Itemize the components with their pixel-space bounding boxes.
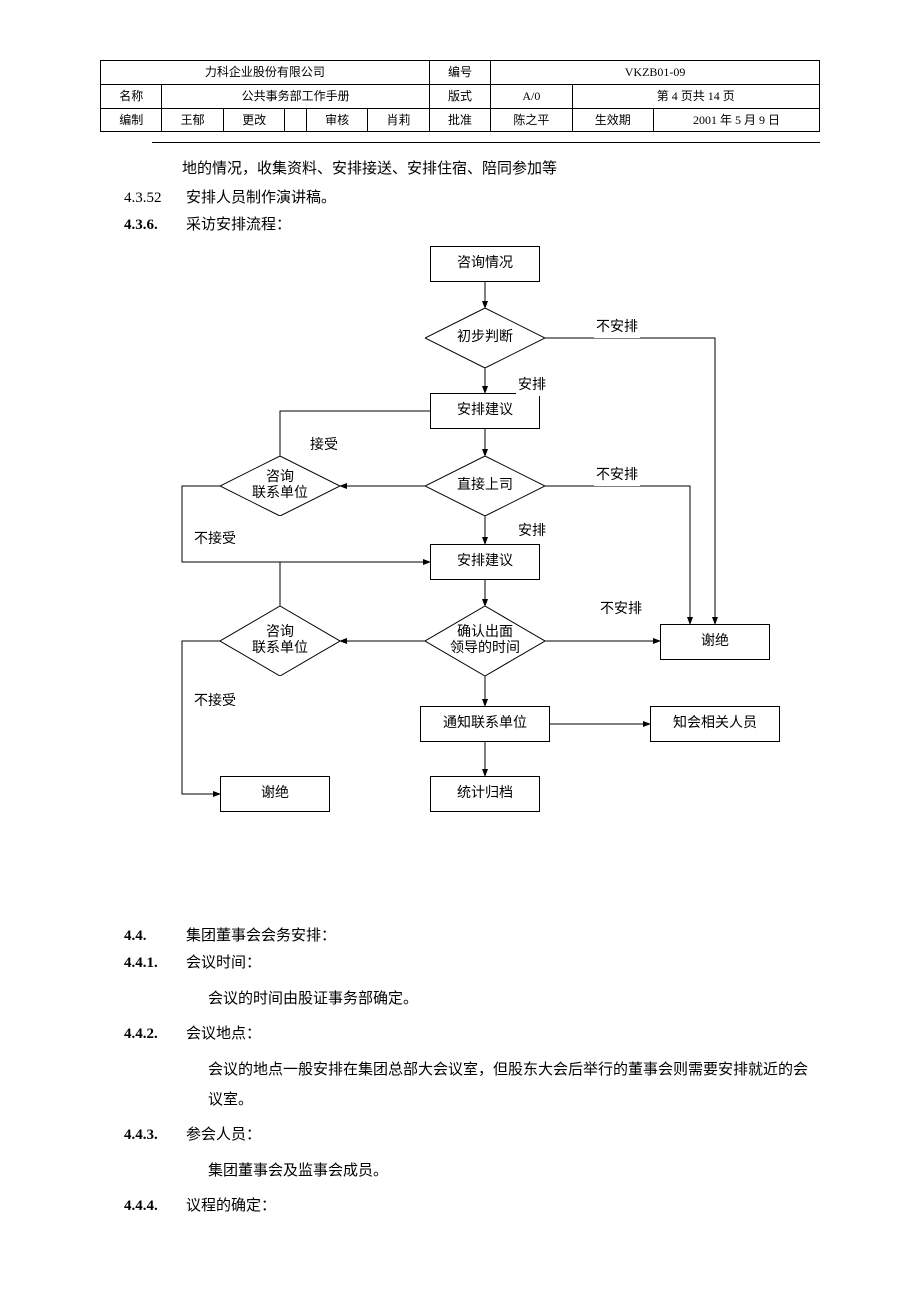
flow-node-n13: 知会相关人员 [650, 706, 780, 742]
section-436: 4.3.6. 采访安排流程： [124, 215, 820, 236]
flow-node-n9: 咨询 联系单位 [220, 456, 340, 516]
section-441-num: 4.4.1. [124, 953, 174, 974]
section-443: 4.4.3. 参会人员： [124, 1125, 820, 1146]
section-443-num: 4.4.3. [124, 1125, 174, 1146]
flow-node-n6: 确认出面 领导的时间 [425, 606, 545, 676]
flow-label-l_buanpai1: 不安排 [594, 318, 640, 338]
section-443-body: 集团董事会及监事会成员。 [208, 1156, 820, 1186]
flow-label-l_bujieshou1: 不接受 [192, 530, 238, 550]
section-441: 4.4.1. 会议时间： [124, 953, 820, 974]
section-4352-text: 安排人员制作演讲稿。 [186, 190, 336, 206]
section-44-num: 4.4. [124, 926, 174, 947]
section-443-text: 参会人员： [186, 1127, 261, 1143]
section-442-text: 会议地点： [186, 1026, 261, 1042]
section-441-body: 会议的时间由股证事务部确定。 [208, 984, 820, 1014]
section-4352: 4.3.52 安排人员制作演讲稿。 [124, 188, 820, 209]
flow-label-l_bujieshou2: 不接受 [192, 692, 238, 712]
interview-flowchart: 咨询情况初步判断安排建议直接上司安排建议确认出面 领导的时间通知联系单位统计归档… [120, 246, 800, 906]
flow-node-n7: 通知联系单位 [420, 706, 550, 742]
section-44-text: 集团董事会会务安排： [186, 928, 336, 944]
section-442-num: 4.4.2. [124, 1024, 174, 1045]
flow-label-l_anpai1: 安排 [516, 376, 548, 396]
flow-node-n12: 谢绝 [660, 624, 770, 660]
flow-node-n4: 直接上司 [425, 456, 545, 516]
flow-label-l_buanpai2: 不安排 [594, 466, 640, 486]
flow-node-n3: 安排建议 [430, 393, 540, 429]
flow-label-l_anpai2: 安排 [516, 522, 548, 542]
flow-node-n2: 初步判断 [425, 308, 545, 368]
section-444: 4.4.4. 议程的确定： [124, 1196, 820, 1217]
document-header-table: 力科企业股份有限公司编号VKZB01-09名称公共事务部工作手册版式A/0第 4… [100, 60, 820, 132]
section-436-num: 4.3.6. [124, 215, 174, 236]
flow-node-n5: 安排建议 [430, 544, 540, 580]
section-436-text: 采访安排流程： [186, 217, 291, 233]
section-442-body: 会议的地点一般安排在集团总部大会议室，但股东大会后举行的董事会则需要安排就近的会… [208, 1055, 820, 1115]
flow-node-n11: 谢绝 [220, 776, 330, 812]
section-441-text: 会议时间： [186, 955, 261, 971]
header-underline [152, 142, 820, 143]
section-444-text: 议程的确定： [186, 1198, 276, 1214]
flow-node-n8: 统计归档 [430, 776, 540, 812]
section-444-num: 4.4.4. [124, 1196, 174, 1217]
section-44: 4.4. 集团董事会会务安排： [124, 926, 820, 947]
flow-label-l_buanpai3: 不安排 [598, 600, 644, 620]
fragment-line: 地的情况，收集资料、安排接送、安排住宿、陪同参加等 [182, 159, 820, 180]
flow-node-n1: 咨询情况 [430, 246, 540, 282]
flow-label-l_jieshou1: 接受 [308, 436, 340, 456]
section-442: 4.4.2. 会议地点： [124, 1024, 820, 1045]
flow-node-n10: 咨询 联系单位 [220, 606, 340, 676]
section-4352-num: 4.3.52 [124, 188, 174, 209]
